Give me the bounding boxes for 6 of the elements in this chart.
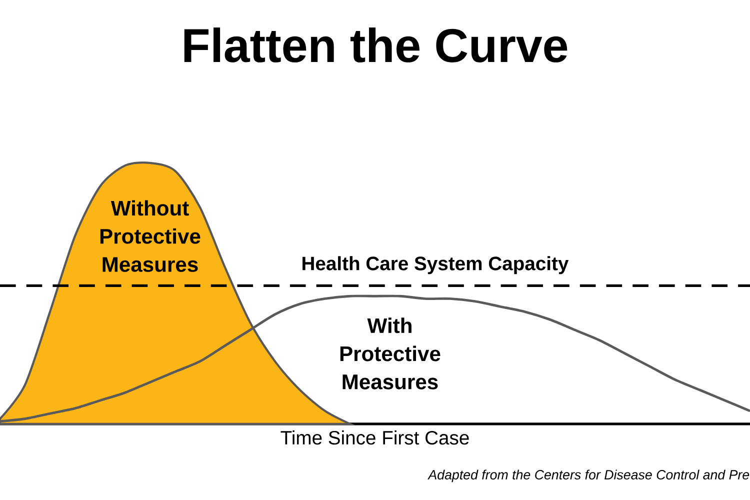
text: Adapted from the Centers for Disease Control and Pre xyxy=(428,470,750,482)
series-label: With Protective Measures xyxy=(340,318,440,390)
chart-title: Flatten the Curve xyxy=(184,28,568,62)
ref-line-label: Health Care System Capacity xyxy=(302,256,569,274)
series-label: Without Protective Measures xyxy=(100,200,200,272)
x-axis-title: Time Since First Case xyxy=(280,430,469,445)
